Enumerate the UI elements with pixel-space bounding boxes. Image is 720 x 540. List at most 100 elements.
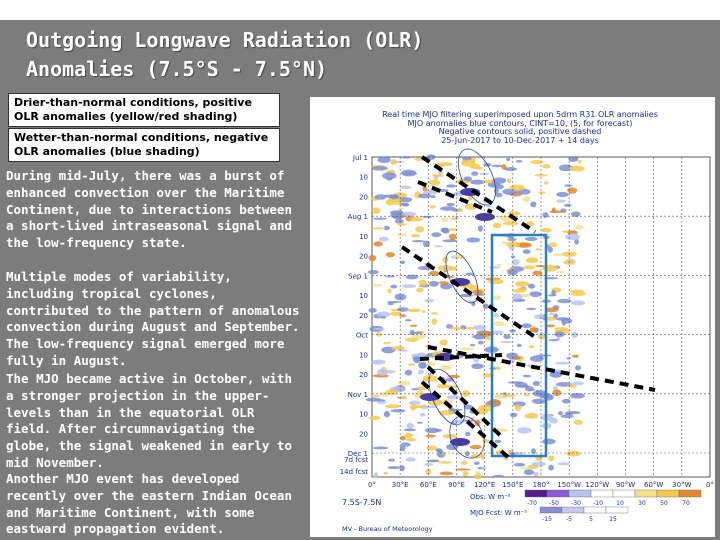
anomaly-blob [514,281,530,287]
anomaly-blob [504,167,517,171]
anomaly-blob [544,324,556,328]
anomaly-blob [529,355,544,362]
anomaly-blob [449,326,464,330]
anomaly-blob [404,369,413,376]
anomaly-blob [424,298,435,303]
anomaly-blob [373,217,388,220]
anomaly-blob [531,461,546,467]
anomaly-blob [373,327,385,331]
anomaly-blob [461,159,467,164]
anomaly-blob [419,412,426,417]
anomaly-blob [468,299,473,303]
anomaly-blob [535,248,541,251]
x-tick-label: 60°E [420,481,437,489]
anomaly-blob [403,428,417,432]
anomaly-blob [377,368,388,376]
anomaly-blob [371,227,386,230]
anomaly-blob [368,308,377,313]
anomaly-blob [404,319,412,322]
anomaly-blob [488,399,501,406]
title-line-2: Anomalies (7.5°S - 7.5°N) [26,57,328,81]
anomaly-blob [510,255,516,259]
highlight-box [490,233,548,458]
mjo-colorbar-label: MJO Fcst: W m⁻² [470,509,527,517]
anomaly-blob [492,177,507,184]
anomaly-blob [503,221,519,226]
anomaly-blob [438,281,449,285]
mjo-colorbar-tick: 15 [609,516,617,523]
anomaly-blob [425,468,432,476]
y-tick-label: 20 [359,371,368,379]
anomaly-blob [503,334,511,340]
anomaly-blob [390,212,406,219]
anomaly-blob [377,156,391,164]
anomaly-blob [563,203,572,207]
anomaly-blob [516,343,522,348]
anomaly-blob [440,217,449,223]
y-tick-label: 20 [359,430,368,438]
anomaly-blob [442,256,449,263]
anomaly-blob [453,216,459,219]
anomaly-blob [461,460,468,465]
anomaly-blob [440,227,449,233]
anomaly-blob [405,437,417,442]
anomaly-blob [549,210,564,214]
paragraph-mid-july: During mid-July, there was a burst of en… [6,168,292,251]
anomaly-blob [445,184,457,188]
anomaly-blob [522,249,531,254]
anomaly-blob [400,156,412,159]
figure-header-line-4: 25-Jun-2017 to 10-Dec-2017 + 14 days [441,135,599,145]
propagation-line [419,353,503,361]
figure-header: Real time MJO filtering superimposed upo… [370,110,670,145]
anomaly-blob [390,409,406,413]
anomaly-blob [422,375,439,382]
y-tick-label: Aug 1 [348,213,368,221]
anomaly-blob [533,472,539,477]
anomaly-blob [561,398,571,404]
anomaly-blob [572,354,580,358]
x-tick-label: 30°E [392,481,409,489]
anomaly-blob [446,394,461,400]
anomaly-blob [522,196,531,203]
anomaly-blob [515,159,523,163]
anomaly-blob [386,300,401,304]
anomaly-blob [565,233,581,241]
anomaly-blob [465,431,471,437]
mjo-colorbar-tick: 5 [589,516,593,523]
anomaly-blob [523,469,534,476]
y-tick-label: 20 [359,253,368,261]
anomaly-blob [506,158,511,161]
anomaly-blob [482,303,489,309]
anomaly-blob [557,298,572,304]
obs-colorbar-tick: -10 [593,500,603,507]
anomaly-blob [491,164,503,168]
anomaly-blob [370,394,380,398]
anomaly-blob [409,404,417,411]
anomaly-blob [556,191,569,198]
mjo-colorbar-tick: -15 [542,516,552,523]
anomaly-blob [407,363,415,366]
anomaly-blob [371,359,386,365]
anomaly-blob [556,199,566,203]
anomaly-blob [463,327,477,330]
anomaly-blob [409,324,418,327]
anomaly-blob [530,201,537,208]
anomaly-blob [473,473,482,480]
anomaly-blob [416,287,424,293]
figure-header-line-1: Real time MJO filtering superimposed upo… [382,110,658,119]
anomaly-blob [503,394,517,397]
anomaly-blob [383,341,391,345]
anomaly-blob [567,384,577,388]
anomaly-blob [469,444,482,450]
anomaly-blob [553,386,558,390]
anomaly-blob [525,257,539,264]
anomaly-blob [461,390,470,397]
y-tick-label: Oct [356,332,368,340]
anomaly-blob [531,448,537,455]
anomaly-blob [448,233,457,241]
anomaly-blob [500,340,514,344]
anomaly-blob [513,462,526,467]
obs-colorbar-cell [524,489,548,498]
obs-colorbar-cell [656,489,680,498]
x-tick-label: 60°W [644,481,663,489]
